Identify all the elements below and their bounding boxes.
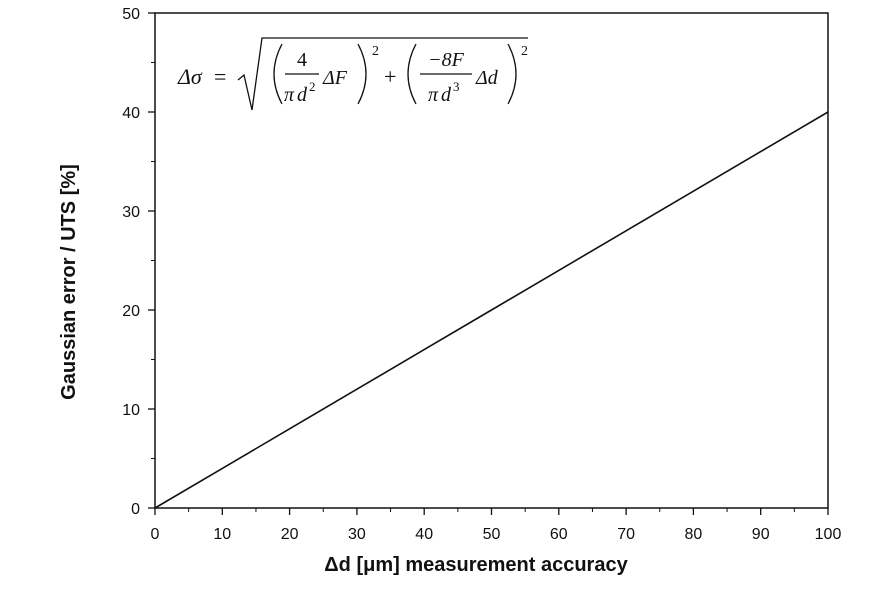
formula-term1: ΔF <box>322 67 348 89</box>
formula-paren-right-2 <box>507 43 517 105</box>
formula-term2: Δd <box>475 67 499 89</box>
x-tick-label: 20 <box>281 526 299 543</box>
y-axis-title: Gaussian error / UTS [%] <box>58 164 80 400</box>
series-layer <box>154 111 829 509</box>
formula-frac2-den-var: d <box>441 84 452 106</box>
formula-frac1-numerator: 4 <box>297 49 307 71</box>
formula-exp-2: 2 <box>521 44 528 59</box>
formula-paren-left-1 <box>273 43 283 105</box>
y-tick-label: 20 <box>122 303 140 320</box>
x-tick-label: 60 <box>550 526 568 543</box>
formula-lhs: Δσ <box>177 64 203 89</box>
y-tick-label: 30 <box>122 204 140 221</box>
y-tick-label: 50 <box>122 6 140 23</box>
formula-frac2-den-exp: 3 <box>453 79 460 94</box>
x-tick-label: 10 <box>213 526 231 543</box>
formula-exp-1: 2 <box>372 44 379 59</box>
formula-frac2-den-pi: π <box>428 84 439 106</box>
formula-plus: + <box>384 64 396 89</box>
y-tick-label: 40 <box>122 105 140 122</box>
x-tick-label: 0 <box>151 526 160 543</box>
formula-frac1-den-exp: 2 <box>309 79 316 94</box>
x-tick-label: 80 <box>685 526 703 543</box>
x-axis-ticks: 0 10 20 30 40 50 60 70 80 90 100 <box>151 508 842 543</box>
x-tick-label: 30 <box>348 526 366 543</box>
y-tick-label: 0 <box>131 501 140 518</box>
x-tick-label: 100 <box>815 526 842 543</box>
series-line <box>154 111 829 509</box>
formula-frac1-den-pi: π <box>284 84 295 106</box>
formula-sqrt-sign <box>237 37 528 111</box>
formula-paren-right-1 <box>357 43 367 105</box>
x-tick-label: 40 <box>415 526 433 543</box>
y-tick-label: 10 <box>122 402 140 419</box>
formula-paren-left-2 <box>407 43 417 105</box>
formula-annotation: Δσ = 4 π d 2 ΔF 2 + −8F π d 3 Δd 2 <box>177 37 528 111</box>
x-axis-title: Δd [μm] measurement accuracy <box>324 554 628 576</box>
formula-frac2-numerator: −8F <box>428 49 464 71</box>
formula-equals: = <box>214 64 226 89</box>
x-tick-label: 90 <box>752 526 770 543</box>
x-tick-label: 50 <box>483 526 501 543</box>
x-tick-label: 70 <box>617 526 635 543</box>
y-axis-ticks: 0 10 20 30 40 50 <box>122 6 155 518</box>
formula-frac1-den-var: d <box>297 84 308 106</box>
